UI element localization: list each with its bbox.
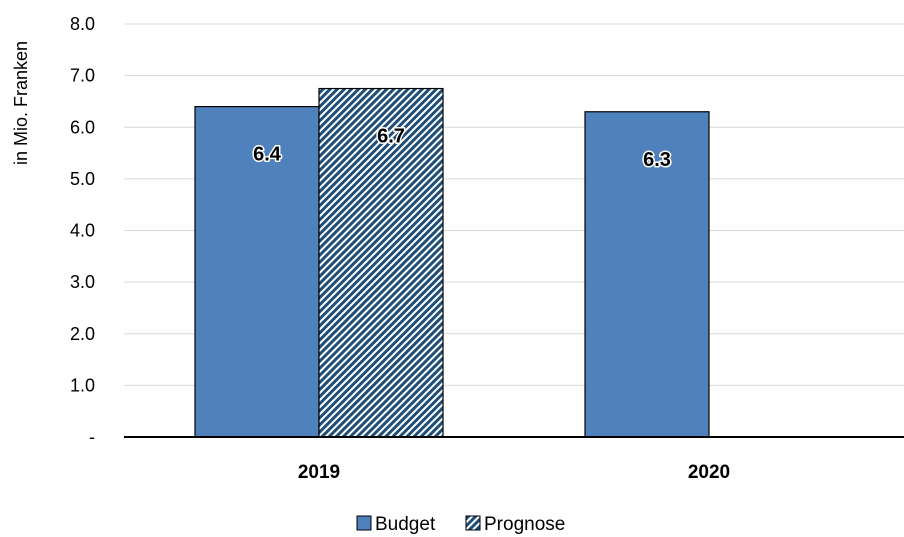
legend: Budget Prognose <box>356 514 565 535</box>
data-label: 6.3 <box>643 149 671 171</box>
data-label: 6.4 <box>253 144 282 166</box>
y-tick-label: 6.0 <box>70 117 95 137</box>
y-tick-label: 7.0 <box>70 66 95 86</box>
bar-prognose-2019 <box>318 87 444 438</box>
bars: 6.4 6.7 6.3 <box>194 87 710 438</box>
data-label: 6.7 <box>377 126 405 148</box>
x-category-label: 2019 <box>298 462 340 483</box>
y-tick-label: - <box>89 427 95 447</box>
legend-label-budget: Budget <box>375 514 436 535</box>
y-axis-label: in Mio. Franken <box>11 41 31 165</box>
y-tick-label: 2.0 <box>70 324 95 344</box>
y-tick-label: 1.0 <box>70 375 95 395</box>
legend-label-prognose: Prognose <box>484 514 565 535</box>
legend-swatch-budget <box>356 515 372 531</box>
y-tick-label: 8.0 <box>70 14 95 34</box>
y-tick-label: 4.0 <box>70 221 95 241</box>
bar-budget-2019 <box>194 105 320 438</box>
legend-swatch-prognose <box>465 515 481 531</box>
x-axis-categories: 2019 2020 <box>298 462 730 483</box>
y-tick-label: 3.0 <box>70 272 95 292</box>
y-axis-ticks: - 1.0 2.0 3.0 4.0 5.0 6.0 7.0 8.0 <box>70 14 95 447</box>
bar-budget-2020 <box>584 111 710 438</box>
y-tick-label: 5.0 <box>70 169 95 189</box>
x-category-label: 2020 <box>688 462 730 483</box>
